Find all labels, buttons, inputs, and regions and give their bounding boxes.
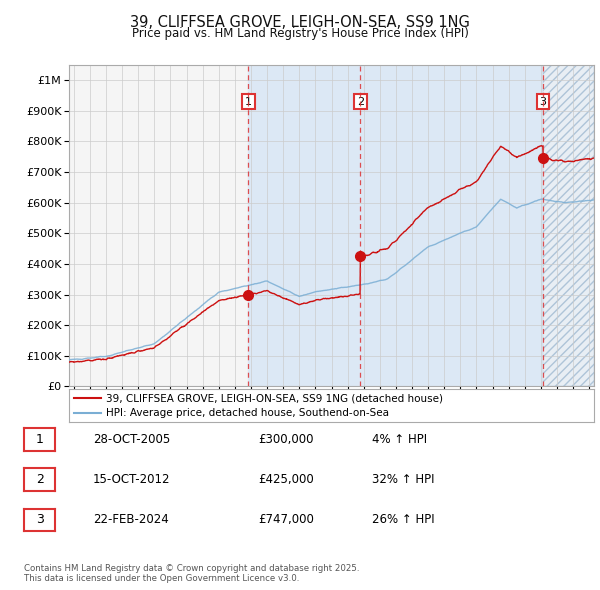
Text: £747,000: £747,000 <box>258 513 314 526</box>
Text: 26% ↑ HPI: 26% ↑ HPI <box>372 513 434 526</box>
Text: Price paid vs. HM Land Registry's House Price Index (HPI): Price paid vs. HM Land Registry's House … <box>131 27 469 40</box>
Text: £425,000: £425,000 <box>258 473 314 486</box>
Text: 39, CLIFFSEA GROVE, LEIGH-ON-SEA, SS9 1NG (detached house): 39, CLIFFSEA GROVE, LEIGH-ON-SEA, SS9 1N… <box>106 394 443 404</box>
Bar <box>248 65 361 386</box>
Text: 2: 2 <box>357 97 364 107</box>
Text: 1: 1 <box>245 97 252 107</box>
Text: Contains HM Land Registry data © Crown copyright and database right 2025.
This d: Contains HM Land Registry data © Crown c… <box>24 563 359 583</box>
Text: 3: 3 <box>539 97 547 107</box>
Bar <box>361 65 543 386</box>
Text: 28-OCT-2005: 28-OCT-2005 <box>93 433 170 446</box>
Text: 1: 1 <box>35 433 44 446</box>
Text: 2: 2 <box>35 473 44 486</box>
Text: 15-OCT-2012: 15-OCT-2012 <box>93 473 170 486</box>
Text: 22-FEB-2024: 22-FEB-2024 <box>93 513 169 526</box>
Text: £300,000: £300,000 <box>258 433 314 446</box>
Bar <box>543 65 594 386</box>
Bar <box>543 65 594 386</box>
Text: 4% ↑ HPI: 4% ↑ HPI <box>372 433 427 446</box>
Text: 32% ↑ HPI: 32% ↑ HPI <box>372 473 434 486</box>
Text: HPI: Average price, detached house, Southend-on-Sea: HPI: Average price, detached house, Sout… <box>106 408 389 418</box>
Text: 39, CLIFFSEA GROVE, LEIGH-ON-SEA, SS9 1NG: 39, CLIFFSEA GROVE, LEIGH-ON-SEA, SS9 1N… <box>130 15 470 30</box>
Text: 3: 3 <box>35 513 44 526</box>
